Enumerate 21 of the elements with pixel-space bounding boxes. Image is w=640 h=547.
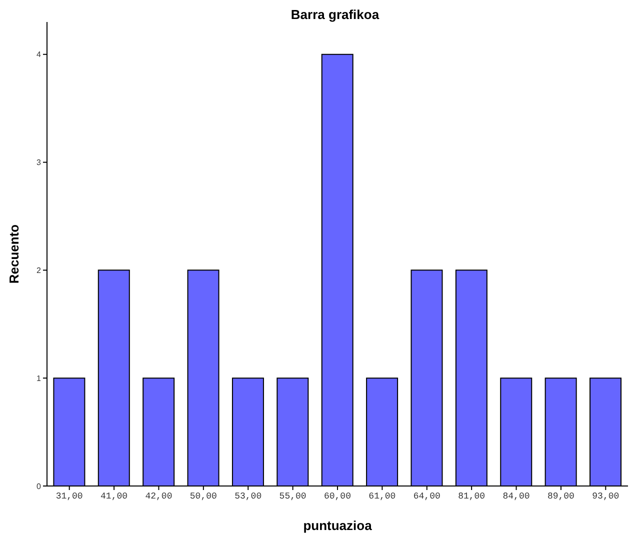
x-tick-label: 41,00 <box>100 491 128 502</box>
x-tick-label: 93,00 <box>592 491 620 502</box>
x-tick-label: 42,00 <box>145 491 172 502</box>
y-tick-label: 2 <box>36 266 42 276</box>
x-tick-label: 53,00 <box>234 491 262 502</box>
x-axis-title: puntuazioa <box>303 518 373 533</box>
x-tick-label: 89,00 <box>547 491 574 502</box>
x-tick-label: 60,00 <box>324 491 352 502</box>
x-tick-label: 50,00 <box>190 491 217 502</box>
y-tick-label: 1 <box>36 374 42 383</box>
y-tick-label: 3 <box>36 158 42 168</box>
x-tick-label: 81,00 <box>458 491 486 502</box>
y-tick-label: 4 <box>36 50 42 60</box>
chart-title: Barra grafikoa <box>290 7 380 22</box>
x-tick-label: 31,00 <box>56 491 83 502</box>
x-tick-label: 55,00 <box>279 491 306 502</box>
y-tick-label: 0 <box>36 482 42 491</box>
x-tick-label: 84,00 <box>502 491 530 502</box>
x-tick-label: 61,00 <box>368 491 396 502</box>
y-axis-title: Recuento <box>6 224 22 284</box>
x-tick-label: 64,00 <box>413 491 440 502</box>
